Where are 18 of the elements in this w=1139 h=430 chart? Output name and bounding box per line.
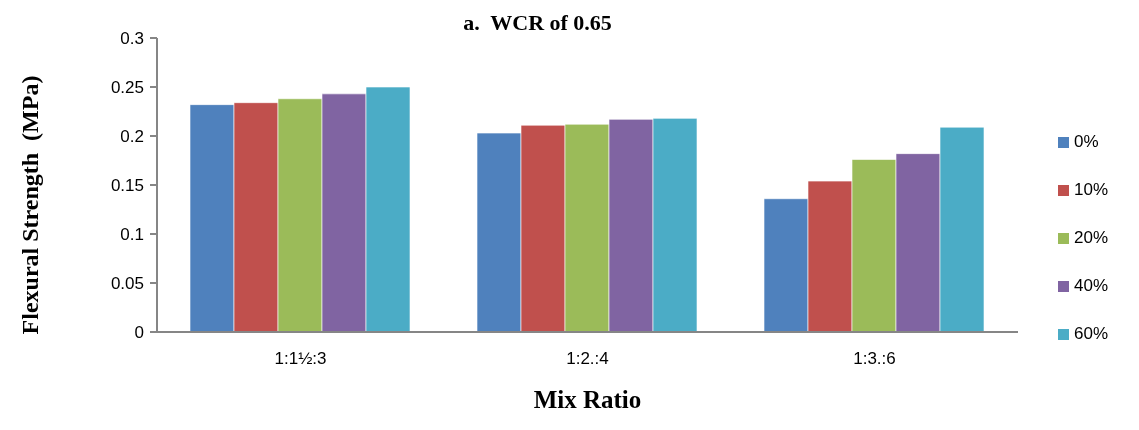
legend-label: 10% [1074,180,1109,200]
y-tick-label: 0.1 [120,225,144,245]
y-tick-label: 0 [134,323,144,343]
x-tick-label: 1:3.:6 [853,349,896,369]
chart-title: a. WCR of 0.65 [462,10,613,36]
x-axis-title: Mix Ratio [532,386,643,414]
y-tick-label: 0.3 [120,29,144,49]
y-tick-label: 0.05 [110,274,144,294]
legend-label: 40% [1074,276,1109,296]
legend-label: 60% [1074,324,1109,344]
y-tick-label: 0.25 [110,78,144,98]
legend-label: 20% [1074,228,1109,248]
legend-label: 0% [1074,132,1099,152]
x-tick-label: 1:2.:4 [566,349,609,369]
y-tick-label: 0.2 [120,127,144,147]
x-tick-label: 1:1½:3 [274,349,327,369]
y-axis-title: Flexural Strength (MPa) [16,75,44,335]
y-tick-label: 0.15 [110,176,144,196]
